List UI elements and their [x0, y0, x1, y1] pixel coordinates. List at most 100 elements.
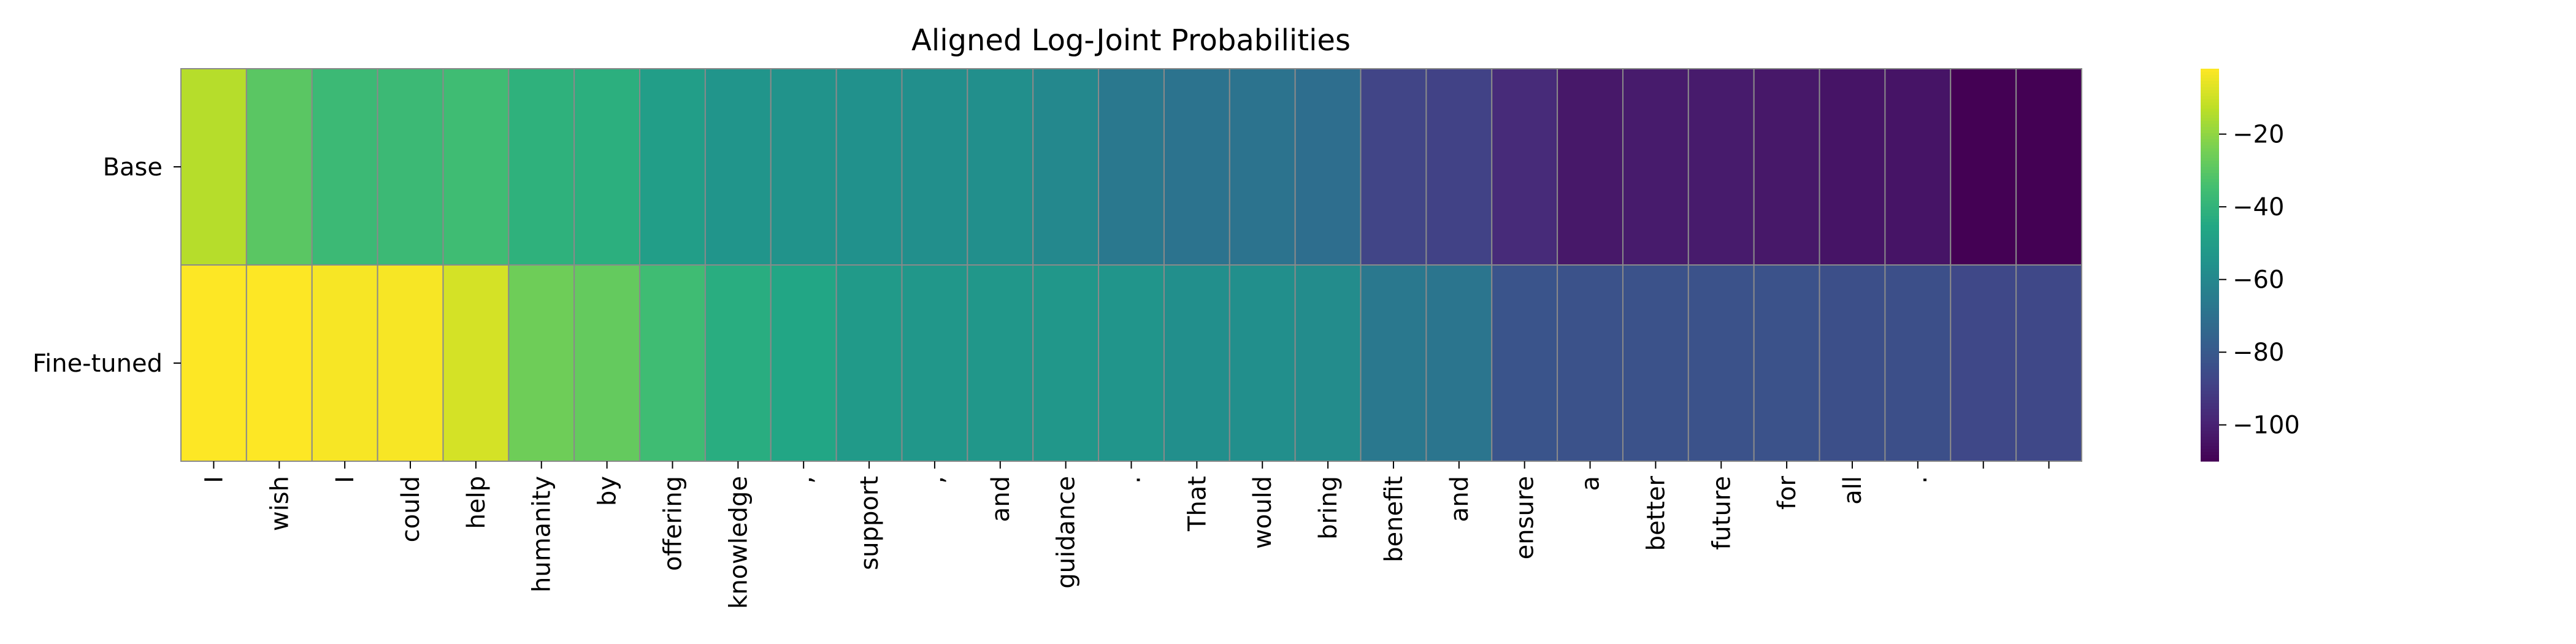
- heatmap-cell: [1753, 68, 1820, 266]
- colorbar-segment: [2201, 397, 2219, 401]
- colorbar-segment: [2201, 69, 2219, 72]
- colorbar-segment: [2201, 102, 2219, 106]
- colorbar-segment: [2201, 124, 2219, 128]
- colorbar-segment: [2201, 225, 2219, 229]
- heatmap-cell: [1294, 264, 1362, 462]
- heatmap-cell: [1950, 68, 2017, 266]
- column-label: future: [1708, 476, 1736, 550]
- colorbar-segment: [2201, 222, 2219, 226]
- colorbar-segment: [2201, 173, 2219, 177]
- colorbar-segment: [2201, 286, 2219, 290]
- colorbar-segment: [2201, 443, 2219, 447]
- column-label: better: [1642, 475, 1670, 551]
- colorbar-segment: [2201, 268, 2219, 272]
- colorbar-segment: [2201, 136, 2219, 140]
- colorbar-segment: [2201, 228, 2219, 232]
- colorbar-segment: [2201, 164, 2219, 167]
- colorbar-segment: [2201, 381, 2219, 385]
- column-label: support: [856, 476, 884, 570]
- colorbar-segment: [2201, 427, 2219, 431]
- colorbar-segment: [2201, 210, 2219, 213]
- colorbar-segment: [2201, 345, 2219, 348]
- colorbar-segment: [2201, 158, 2219, 161]
- column-label: That: [1183, 476, 1211, 532]
- colorbar-segment: [2201, 366, 2219, 370]
- colorbar-segment: [2201, 458, 2219, 462]
- colorbar-segment: [2201, 81, 2219, 85]
- column-label: by: [594, 476, 622, 506]
- colorbar-segment: [2201, 394, 2219, 397]
- colorbar-segment: [2201, 185, 2219, 189]
- colorbar-segment: [2201, 201, 2219, 204]
- colorbar-tick-label: −20: [2233, 121, 2284, 149]
- colorbar-segment: [2201, 197, 2219, 201]
- colorbar-segment: [2201, 188, 2219, 192]
- heatmap-cell: [1032, 264, 1100, 462]
- colorbar-segment: [2201, 335, 2219, 339]
- heatmap-cell: [573, 68, 641, 266]
- colorbar-segment: [2201, 314, 2219, 318]
- row-labels: Base Fine-tuned: [33, 153, 181, 378]
- colorbar-segment: [2201, 182, 2219, 186]
- colorbar-segment: [2201, 112, 2219, 115]
- colorbar-segment: [2201, 265, 2219, 269]
- heatmap-cell: [967, 68, 1034, 266]
- colorbar-segment: [2201, 155, 2219, 158]
- column-label: and: [987, 476, 1015, 522]
- chart-title: Aligned Log-Joint Probabilities: [911, 23, 1351, 58]
- heatmap-cell: [1032, 68, 1100, 266]
- colorbar-segment: [2201, 262, 2219, 266]
- heatmap-cell: [770, 264, 837, 462]
- heatmap-cell: [2015, 264, 2083, 462]
- colorbar-segment: [2201, 354, 2219, 358]
- heatmap-cell: [1753, 264, 1820, 462]
- heatmap-cell: [442, 68, 510, 266]
- heatmap-cell: [1819, 68, 1886, 266]
- colorbar-segment: [2201, 280, 2219, 284]
- heatmap-cell: [1884, 68, 1952, 266]
- colorbar-segment: [2201, 409, 2219, 413]
- colorbar-segment: [2201, 452, 2219, 456]
- colorbar-segment: [2201, 121, 2219, 125]
- colorbar-segment: [2201, 256, 2219, 259]
- column-label: knowledge: [724, 476, 753, 609]
- colorbar-segment: [2201, 167, 2219, 171]
- colorbar-segment: [2201, 176, 2219, 180]
- column-label: a: [1577, 476, 1605, 491]
- colorbar-segment: [2201, 323, 2219, 327]
- colorbar-segment: [2201, 87, 2219, 91]
- colorbar-segment: [2201, 213, 2219, 217]
- colorbar-segment: [2201, 240, 2219, 244]
- column-label: wish: [266, 476, 294, 531]
- heatmap-cell: [180, 264, 247, 462]
- colorbar-segment: [2201, 231, 2219, 235]
- colorbar-segment: [2201, 339, 2219, 342]
- heatmap-cell: [1557, 68, 1623, 266]
- colorbar-segment: [2201, 326, 2219, 330]
- column-label: ,: [921, 476, 949, 484]
- heatmap-cell: [245, 264, 313, 462]
- colorbar-segment: [2201, 207, 2219, 210]
- column-label: .: [1904, 476, 1933, 484]
- colorbar-tick-label: −40: [2233, 193, 2284, 221]
- heatmap-cell: [1360, 68, 1427, 266]
- colorbar-segment: [2201, 332, 2219, 336]
- heatmap-cell: [245, 68, 313, 266]
- colorbar-segment: [2201, 308, 2219, 312]
- heatmap-cell: [639, 68, 706, 266]
- colorbar-tick-label: −60: [2233, 266, 2284, 294]
- colorbar-segment: [2201, 78, 2219, 82]
- colorbar-segment: [2201, 259, 2219, 263]
- heatmap-cell: [1098, 264, 1165, 462]
- heatmap-cell: [1557, 264, 1623, 462]
- colorbar-segment: [2201, 90, 2219, 94]
- colorbar-segment: [2201, 99, 2219, 103]
- heatmap-cell: [1098, 68, 1165, 266]
- colorbar-segment: [2201, 320, 2219, 324]
- colorbar-segment: [2201, 446, 2219, 450]
- heatmap-cell: [1687, 264, 1755, 462]
- column-label: bring: [1314, 476, 1343, 540]
- colorbar-segment: [2201, 96, 2219, 100]
- colorbar-segment: [2201, 406, 2219, 410]
- column-label: ensure: [1511, 476, 1539, 559]
